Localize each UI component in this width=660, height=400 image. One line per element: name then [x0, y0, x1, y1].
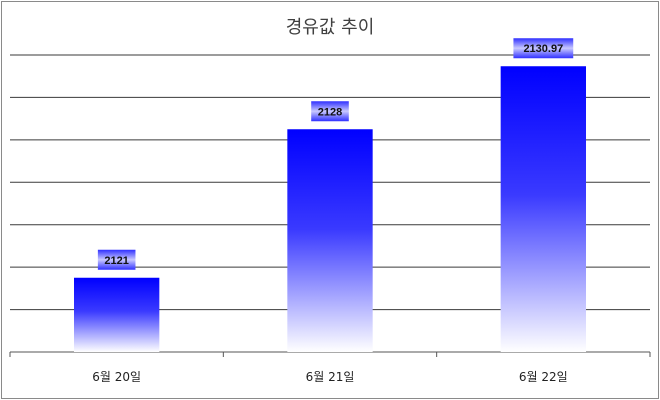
chart-title: 경유값 추이: [286, 17, 375, 38]
data-label-box: [513, 38, 574, 59]
x-tick-label: 6월 20일: [92, 370, 141, 384]
bar: [287, 129, 373, 352]
data-label-box: [311, 101, 349, 122]
data-label: 2121: [104, 255, 128, 267]
data-label: 2130.97: [523, 43, 563, 55]
x-tick-labels: 6월 20일 6월 21일 6월 22일: [92, 370, 567, 384]
data-label: 2128: [318, 106, 342, 118]
x-tick-label: 6월 21일: [306, 370, 355, 384]
data-label-box: [97, 249, 136, 270]
bar: [74, 277, 160, 352]
x-tick-label: 6월 22일: [519, 370, 568, 384]
bars: [74, 66, 586, 353]
bar: [500, 66, 586, 353]
data-labels: 2121 2128 2130.97: [97, 38, 574, 270]
x-axis: [9, 352, 651, 357]
